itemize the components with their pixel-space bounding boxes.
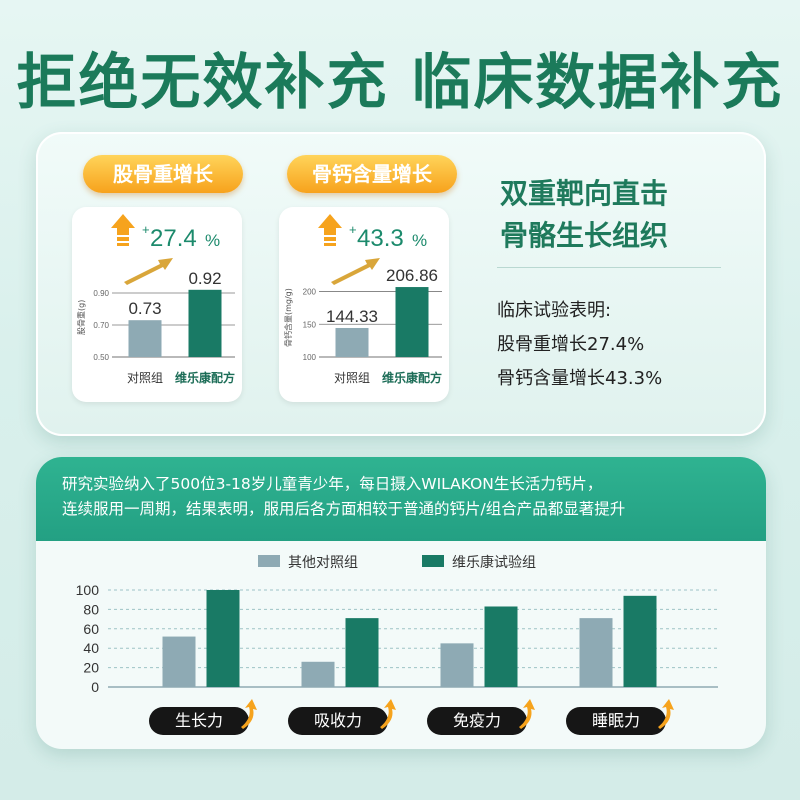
growth-sign: + xyxy=(142,222,150,237)
control-category-label: 对照组 xyxy=(334,371,370,385)
category-pill-absorption: 吸收力 xyxy=(288,699,396,735)
category-pill-growth: 生长力 xyxy=(149,699,257,735)
up-arrow-icon xyxy=(111,214,135,246)
femur-weight-chart: + 27.4 % 股骨重(g) 0.90 0.70 0.50 0.73 0.92… xyxy=(76,214,235,385)
rising-arrow-icon xyxy=(331,258,380,285)
test-bar xyxy=(188,289,222,357)
legend-label-control: 其他对照组 xyxy=(288,555,358,571)
control-value-label: 144.33 xyxy=(326,307,378,326)
growth-number: 43.3 xyxy=(357,225,404,252)
legend-swatch-test xyxy=(422,555,444,567)
y-tick-label: 100 xyxy=(303,353,317,362)
growth-number: 27.4 xyxy=(150,225,197,252)
growth-unit: % xyxy=(205,231,220,250)
study-banner xyxy=(36,457,766,541)
growth-sign: + xyxy=(349,222,357,237)
y-tick-label: 0.70 xyxy=(93,321,109,330)
growth-unit: % xyxy=(412,231,427,250)
bone-calcium-card: + 43.3 % 骨钙含量(mg/g) 200 150 100 144.33 2… xyxy=(279,207,449,402)
category-label: 吸收力 xyxy=(313,711,362,730)
test-value-label: 206.86 xyxy=(386,266,438,285)
category-label: 免疫力 xyxy=(452,711,501,730)
control-category-label: 对照组 xyxy=(127,371,163,385)
summary-intro: 临床试验表明: xyxy=(497,300,612,321)
summary-line-calcium: 骨钙含量增长43.3% xyxy=(497,368,663,389)
control-bar xyxy=(128,320,162,357)
y-tick-label: 200 xyxy=(303,288,317,297)
study-text-line2: 连续服用一周期，结果表明，服用后各方面相较于普通的钙片/组合产品都显著提升 xyxy=(62,500,626,518)
category-label: 生长力 xyxy=(174,711,223,730)
y-axis-label: 股骨重(g) xyxy=(76,300,86,335)
summary-title-line2: 骨骼生长组织 xyxy=(500,219,669,252)
y-tick-label: 0.50 xyxy=(93,353,109,362)
y-tick-label: 150 xyxy=(303,320,317,329)
control-value-label: 0.73 xyxy=(128,299,161,318)
femur-weight-card: + 27.4 % 股骨重(g) 0.90 0.70 0.50 0.73 0.92… xyxy=(72,207,242,402)
femur-weight-pill: 股骨重增长 xyxy=(83,155,243,193)
page-title: 拒绝无效补充 临床数据补充 xyxy=(16,48,784,118)
legend-swatch-control xyxy=(258,555,280,567)
category-pill-sleep: 睡眠力 xyxy=(566,699,674,735)
study-text-line1: 研究实验纳入了500位3-18岁儿童青少年，每日摄入WILAKON生长活力钙片， xyxy=(62,475,603,493)
up-arrow-icon xyxy=(658,699,674,729)
test-category-label: 维乐康配方 xyxy=(382,370,442,385)
category-label: 睡眠力 xyxy=(591,711,640,730)
bone-calcium-pill: 骨钙含量增长 xyxy=(287,155,457,193)
category-pill-immunity: 免疫力 xyxy=(427,699,535,735)
rising-arrow-icon xyxy=(124,258,173,285)
control-bar xyxy=(335,327,369,357)
divider xyxy=(497,267,721,268)
up-arrow-icon xyxy=(241,699,257,729)
legend-label-test: 维乐康试验组 xyxy=(452,555,536,571)
bone-calcium-chart: + 43.3 % 骨钙含量(mg/g) 200 150 100 144.33 2… xyxy=(283,214,442,385)
test-category-label: 维乐康配方 xyxy=(175,370,235,385)
up-arrow-icon xyxy=(318,214,342,246)
y-axis-label: 骨钙含量(mg/g) xyxy=(283,288,293,347)
test-bar xyxy=(395,287,429,357)
summary-line-femur: 股骨重增长27.4% xyxy=(497,334,645,355)
y-tick-label: 0.90 xyxy=(93,289,109,298)
test-value-label: 0.92 xyxy=(188,269,221,288)
summary-title-line1: 双重靶向直击 xyxy=(500,177,669,210)
up-arrow-icon xyxy=(380,699,396,729)
up-arrow-icon xyxy=(519,699,535,729)
